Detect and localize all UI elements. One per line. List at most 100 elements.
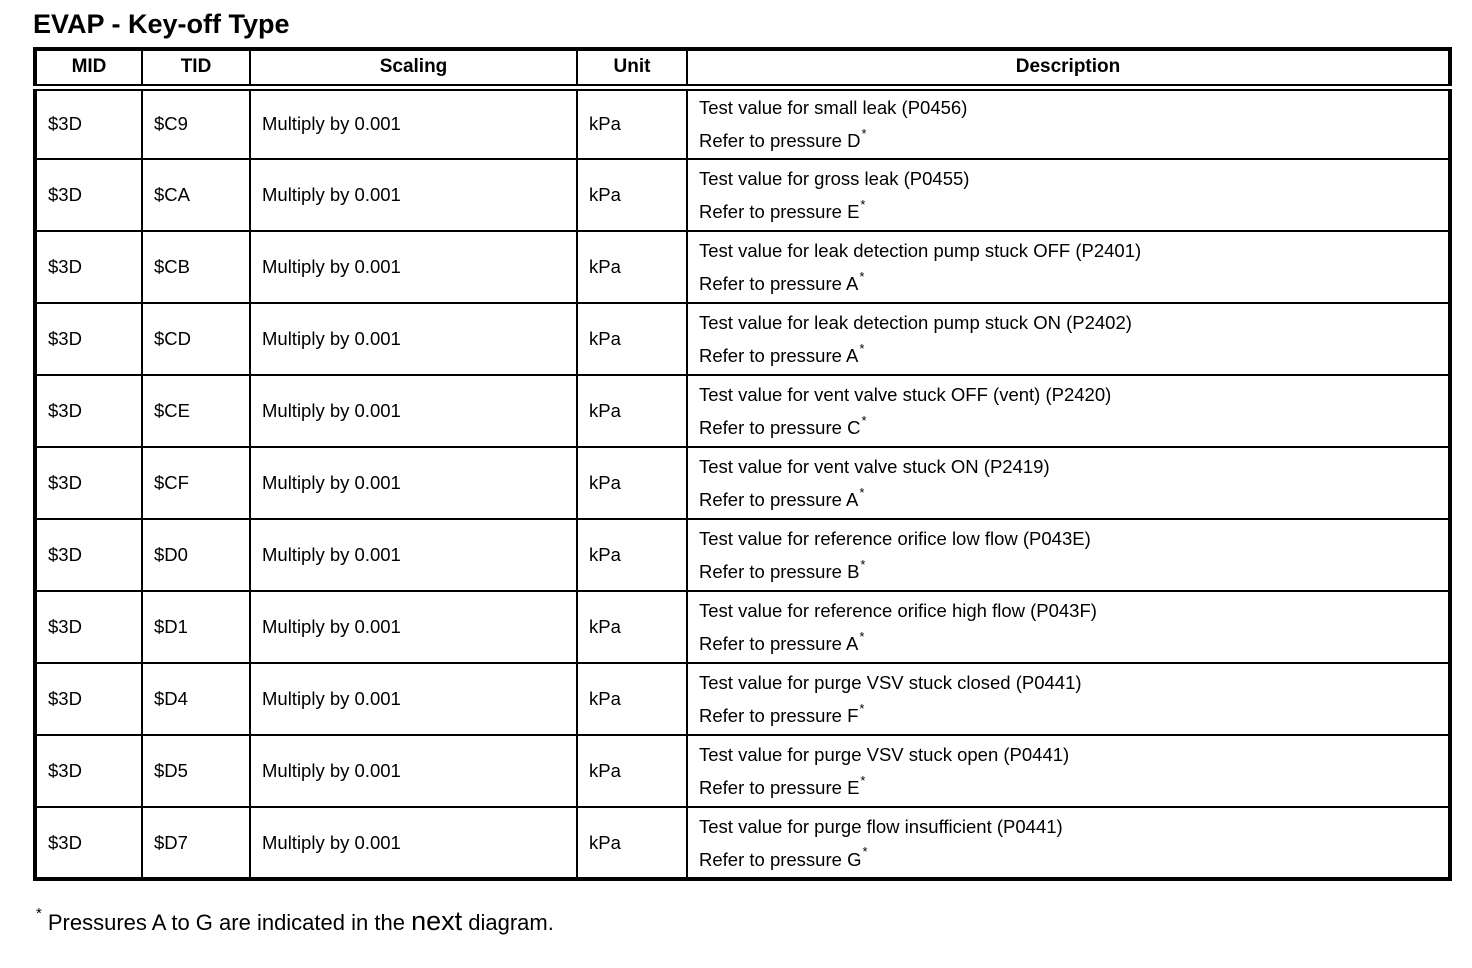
table-row: $3D $D1 Multiply by 0.001 kPa Test value… — [34, 590, 1451, 664]
tid-cell: $C9 — [141, 86, 251, 160]
description-line-2: Refer to pressure A* — [699, 267, 1440, 300]
asterisk-footnote-marker: * — [859, 268, 865, 284]
description-line-2-text: Refer to pressure A — [699, 273, 859, 294]
tid-cell: $D1 — [141, 590, 251, 664]
col-header-description: Description — [686, 48, 1451, 91]
description-line-2-text: Refer to pressure B — [699, 561, 860, 582]
unit-cell: kPa — [576, 734, 688, 808]
col-header-mid: MID — [34, 48, 143, 91]
description-cell: Test value for vent valve stuck OFF (ven… — [686, 374, 1451, 448]
description-line-2: Refer to pressure E* — [699, 195, 1440, 228]
description-cell: Test value for small leak (P0456) Refer … — [686, 86, 1451, 160]
table-row: $3D $C9 Multiply by 0.001 kPa Test value… — [34, 86, 1451, 160]
table-header: MID TID Scaling Unit Description — [34, 48, 1451, 91]
asterisk-footnote-marker: * — [859, 700, 865, 716]
description-line-1: Test value for reference orifice low flo… — [699, 528, 1091, 549]
scaling-cell: Multiply by 0.001 — [249, 590, 578, 664]
unit-cell: kPa — [576, 662, 688, 736]
asterisk-footnote-marker: * — [861, 412, 867, 428]
table-row: $3D $CB Multiply by 0.001 kPa Test value… — [34, 230, 1451, 304]
description-line-2-text: Refer to pressure E — [699, 201, 860, 222]
description-line-1: Test value for leak detection pump stuck… — [699, 240, 1142, 261]
description-cell: Test value for purge VSV stuck closed (P… — [686, 662, 1451, 736]
scaling-cell: Multiply by 0.001 — [249, 662, 578, 736]
asterisk-footnote-marker: * — [860, 772, 866, 788]
mid-cell: $3D — [34, 590, 143, 664]
description-line-2-text: Refer to pressure F — [699, 705, 859, 726]
description-line-2: Refer to pressure B* — [699, 555, 1440, 588]
tid-cell: $D7 — [141, 806, 251, 880]
mid-cell: $3D — [34, 302, 143, 376]
description-cell: Test value for leak detection pump stuck… — [686, 302, 1451, 376]
unit-cell: kPa — [576, 518, 688, 592]
table-body: $3D $C9 Multiply by 0.001 kPa Test value… — [34, 86, 1451, 880]
unit-cell: kPa — [576, 806, 688, 880]
scaling-cell: Multiply by 0.001 — [249, 230, 578, 304]
description-line-2-text: Refer to pressure G — [699, 848, 862, 870]
mid-cell: $3D — [34, 446, 143, 520]
scaling-cell: Multiply by 0.001 — [249, 446, 578, 520]
scaling-cell: Multiply by 0.001 — [249, 302, 578, 376]
tid-cell: $CB — [141, 230, 251, 304]
table-row: $3D $CF Multiply by 0.001 kPa Test value… — [34, 446, 1451, 520]
description-line-1: Test value for vent valve stuck OFF (ven… — [699, 384, 1112, 405]
description-line-2: Refer to pressure E* — [699, 771, 1440, 804]
description-cell: Test value for vent valve stuck ON (P241… — [686, 446, 1451, 520]
evap-key-off-table: MID TID Scaling Unit Description $3D $C9… — [33, 47, 1452, 881]
description-cell: Test value for gross leak (P0455) Refer … — [686, 158, 1451, 232]
scaling-cell: Multiply by 0.001 — [249, 374, 578, 448]
scaling-cell: Multiply by 0.001 — [249, 158, 578, 232]
description-line-2: Refer to pressure A* — [699, 483, 1440, 516]
unit-cell: kPa — [576, 590, 688, 664]
mid-cell: $3D — [34, 806, 143, 880]
col-header-tid: TID — [141, 48, 251, 91]
description-line-2-text: Refer to pressure A — [699, 345, 859, 366]
table-row: $3D $D7 Multiply by 0.001 kPa Test value… — [34, 806, 1451, 880]
mid-cell: $3D — [34, 230, 143, 304]
description-line-2: Refer to pressure D* — [699, 124, 1440, 157]
page-title: EVAP - Key-off Type — [33, 9, 290, 39]
unit-cell: kPa — [576, 302, 688, 376]
table-row: $3D $CE Multiply by 0.001 kPa Test value… — [34, 374, 1451, 448]
asterisk-footnote-marker: * — [36, 904, 42, 922]
tid-cell: $CA — [141, 158, 251, 232]
description-line-1: Test value for purge VSV stuck closed (P… — [699, 672, 1082, 693]
description-line-2: Refer to pressure C* — [699, 411, 1440, 444]
unit-cell: kPa — [576, 230, 688, 304]
description-cell: Test value for reference orifice low flo… — [686, 518, 1451, 592]
col-header-unit: Unit — [576, 48, 688, 91]
asterisk-footnote-marker: * — [862, 844, 868, 860]
description-cell: Test value for leak detection pump stuck… — [686, 230, 1451, 304]
footnote: * Pressures A to G are indicated in the n… — [36, 906, 1448, 937]
asterisk-footnote-marker: * — [859, 628, 865, 644]
description-line-1: Test value for leak detection pump stuck… — [699, 312, 1132, 333]
description-line-2-text: Refer to pressure E — [699, 777, 860, 798]
table-row: $3D $D5 Multiply by 0.001 kPa Test value… — [34, 734, 1451, 808]
header-row: MID TID Scaling Unit Description — [34, 48, 1451, 91]
mid-cell: $3D — [34, 158, 143, 232]
asterisk-footnote-marker: * — [859, 340, 865, 356]
unit-cell: kPa — [576, 446, 688, 520]
description-line-1: Test value for gross leak (P0455) — [699, 168, 970, 189]
asterisk-footnote-marker: * — [860, 196, 866, 212]
asterisk-footnote-marker: * — [860, 556, 866, 572]
description-line-1: Test value for small leak (P0456) — [699, 97, 968, 119]
mid-cell: $3D — [34, 374, 143, 448]
description-cell: Test value for purge flow insufficient (… — [686, 806, 1451, 880]
unit-cell: kPa — [576, 86, 688, 160]
description-line-2-text: Refer to pressure D — [699, 130, 861, 152]
unit-cell: kPa — [576, 158, 688, 232]
mid-cell: $3D — [34, 662, 143, 736]
asterisk-footnote-marker: * — [859, 484, 865, 500]
tid-cell: $D5 — [141, 734, 251, 808]
asterisk-footnote-marker: * — [861, 126, 867, 142]
tid-cell: $D4 — [141, 662, 251, 736]
description-line-2-text: Refer to pressure C — [699, 417, 861, 438]
description-cell: Test value for reference orifice high fl… — [686, 590, 1451, 664]
table-row: $3D $D4 Multiply by 0.001 kPa Test value… — [34, 662, 1451, 736]
description-line-1: Test value for vent valve stuck ON (P241… — [699, 456, 1050, 477]
tid-cell: $CF — [141, 446, 251, 520]
description-line-2: Refer to pressure G* — [699, 843, 1440, 876]
scaling-cell: Multiply by 0.001 — [249, 806, 578, 880]
unit-cell: kPa — [576, 374, 688, 448]
